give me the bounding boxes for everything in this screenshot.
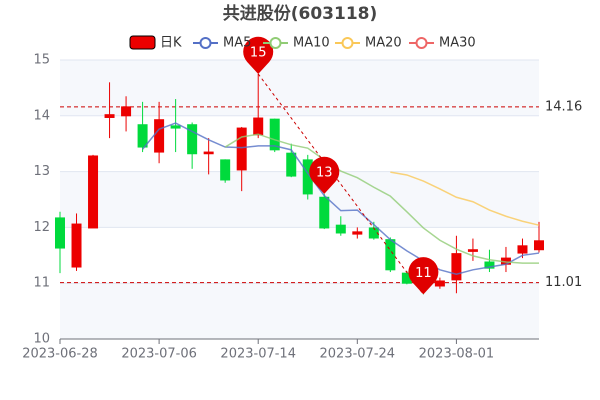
legend-label: MA30 bbox=[439, 36, 476, 51]
legend-label: 日K bbox=[160, 36, 182, 51]
candle-body bbox=[236, 127, 247, 171]
candle-body bbox=[286, 152, 297, 177]
candle-body bbox=[104, 114, 115, 118]
candle-body bbox=[154, 119, 165, 153]
mark-pin-label: 11 bbox=[415, 266, 432, 281]
x-tick-label: 2023-07-24 bbox=[320, 347, 396, 362]
legend-swatch bbox=[341, 37, 354, 49]
candle-body bbox=[71, 223, 82, 268]
candle-body bbox=[534, 240, 544, 251]
candle-body bbox=[517, 245, 528, 254]
mark-pin bbox=[309, 156, 340, 194]
legend-swatch bbox=[129, 35, 156, 50]
candle-body bbox=[484, 261, 495, 269]
legend-swatch bbox=[269, 37, 282, 49]
candle-body bbox=[451, 253, 462, 281]
mark-pin bbox=[408, 257, 439, 295]
y-tick-label: 11 bbox=[33, 276, 50, 291]
mark-line-label: 14.16 bbox=[545, 99, 582, 114]
x-tick-label: 2023-06-28 bbox=[22, 347, 98, 362]
candle-body bbox=[352, 231, 363, 235]
grid-band bbox=[60, 283, 539, 339]
candle-body bbox=[269, 118, 280, 151]
candle-body bbox=[335, 224, 346, 234]
y-tick-label: 12 bbox=[33, 220, 50, 235]
y-tick-label: 10 bbox=[33, 332, 50, 347]
mark-pin-label: 15 bbox=[250, 45, 267, 60]
x-tick-label: 2023-07-06 bbox=[121, 347, 197, 362]
candle-body bbox=[220, 159, 231, 181]
candle-body bbox=[434, 280, 445, 287]
mark-pin bbox=[243, 36, 274, 74]
legend-label: MA20 bbox=[365, 36, 402, 51]
legend-swatch bbox=[199, 37, 212, 49]
y-tick-label: 14 bbox=[33, 108, 50, 123]
legend-label: MA5 bbox=[223, 36, 251, 51]
candle-body bbox=[467, 249, 478, 252]
candle-body bbox=[385, 239, 396, 271]
ma-line bbox=[390, 171, 540, 226]
y-tick-label: 15 bbox=[33, 53, 50, 68]
candle-body bbox=[121, 106, 132, 117]
grid-band bbox=[60, 171, 539, 228]
grid-band bbox=[60, 60, 539, 116]
legend-swatch bbox=[415, 37, 428, 49]
mark-pin-label: 13 bbox=[316, 165, 333, 180]
candle-body bbox=[55, 217, 65, 249]
x-tick-label: 2023-08-01 bbox=[419, 347, 495, 362]
candle-body bbox=[319, 196, 330, 229]
candle-body bbox=[253, 117, 264, 136]
mark-line-label: 11.01 bbox=[545, 275, 582, 290]
candle-body bbox=[203, 151, 214, 155]
candle-body bbox=[88, 155, 99, 229]
legend-label: MA10 bbox=[293, 36, 330, 51]
trend-line bbox=[257, 73, 424, 295]
candle-body bbox=[137, 124, 148, 148]
x-tick-label: 2023-07-14 bbox=[220, 347, 296, 362]
candle-body bbox=[187, 124, 198, 155]
candle-body bbox=[170, 125, 181, 129]
ma-line bbox=[142, 122, 540, 276]
chart-title: 共进股份(603118) bbox=[223, 3, 378, 24]
y-tick-label: 13 bbox=[33, 164, 50, 179]
ma-line bbox=[224, 133, 539, 264]
